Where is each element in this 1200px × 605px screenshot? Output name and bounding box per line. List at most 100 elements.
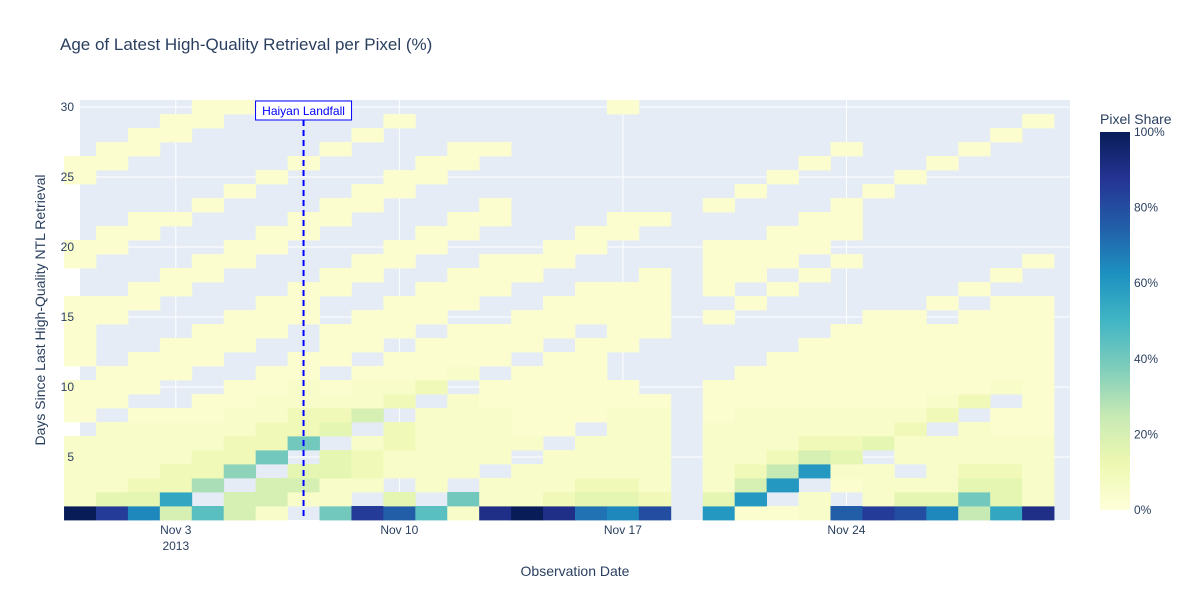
heatmap-cell <box>255 366 288 381</box>
heatmap-cell <box>766 254 799 269</box>
heatmap-cell <box>159 464 193 479</box>
heatmap-cell <box>862 352 895 367</box>
heatmap-cell <box>1022 394 1055 409</box>
heatmap-cell <box>191 464 225 479</box>
heatmap-cell <box>415 352 448 367</box>
heatmap-cell <box>447 352 480 367</box>
heatmap-cell <box>95 226 129 241</box>
heatmap-cell <box>702 408 736 423</box>
heatmap-cell <box>95 240 129 255</box>
heatmap-cell <box>127 142 161 157</box>
heatmap-cell <box>223 408 257 423</box>
heatmap-cell <box>766 380 799 395</box>
heatmap-cell <box>638 492 672 507</box>
heatmap-cell <box>351 380 384 395</box>
heatmap-cell <box>575 282 608 297</box>
heatmap-cell <box>638 282 672 297</box>
heatmap-cell <box>798 366 831 381</box>
heatmap-cell <box>1022 324 1055 339</box>
heatmap-cell <box>511 492 544 507</box>
heatmap-cell <box>127 436 161 451</box>
heatmap-cell <box>127 380 161 395</box>
heatmap-cell <box>958 352 991 367</box>
heatmap-cell <box>479 268 512 283</box>
heatmap-cell <box>830 436 863 451</box>
heatmap-cell <box>734 408 768 423</box>
heatmap-cell <box>702 492 736 507</box>
heatmap-cell <box>734 464 768 479</box>
heatmap-cell <box>479 408 512 423</box>
heatmap-cell <box>798 450 831 465</box>
heatmap-cell <box>990 450 1023 465</box>
heatmap-cell <box>543 366 576 381</box>
heatmap-cell <box>351 478 384 493</box>
chart-title: Age of Latest High-Quality Retrieval per… <box>60 35 432 54</box>
heatmap-cell <box>862 324 895 339</box>
heatmap-cell <box>159 492 193 507</box>
heatmap-cell <box>990 128 1023 143</box>
heatmap-cell <box>798 492 831 507</box>
heatmap-cell <box>255 408 288 423</box>
heatmap-cell <box>415 506 448 521</box>
heatmap-cell <box>64 324 97 339</box>
heatmap-cell <box>734 240 768 255</box>
heatmap-cell <box>862 464 895 479</box>
colorbar-tick-label: 40% <box>1134 352 1158 366</box>
heatmap-cell <box>127 464 161 479</box>
heatmap-cell <box>351 366 384 381</box>
heatmap-cell <box>223 310 257 325</box>
heatmap-cell <box>415 478 448 493</box>
heatmap-cell <box>191 422 225 437</box>
heatmap-cell <box>606 408 640 423</box>
heatmap-cell <box>926 506 959 521</box>
heatmap-cell <box>191 506 225 521</box>
heatmap-cell <box>159 422 193 437</box>
heatmap-cell <box>95 436 129 451</box>
heatmap-cell <box>415 422 448 437</box>
heatmap-cell <box>894 338 927 353</box>
heatmap-cell <box>159 352 193 367</box>
colorbar-tick-label: 60% <box>1134 276 1158 290</box>
heatmap-cell <box>575 240 608 255</box>
heatmap-cell <box>606 226 640 241</box>
x-axis-title: Observation Date <box>521 563 630 579</box>
heatmap-cell <box>95 464 129 479</box>
heatmap-cell <box>894 352 927 367</box>
heatmap-cell <box>127 366 161 381</box>
heatmap-cell <box>638 324 672 339</box>
heatmap-cell <box>319 408 352 423</box>
heatmap-cell <box>862 436 895 451</box>
heatmap-cell <box>287 310 320 325</box>
colorbar-ticks: 0% 20% 40% 60% 80% 100% <box>1134 125 1165 517</box>
heatmap-cell <box>223 254 257 269</box>
heatmap-cell <box>894 408 927 423</box>
heatmap-cell <box>798 352 831 367</box>
heatmap-cell <box>702 254 736 269</box>
heatmap-cell <box>511 254 544 269</box>
heatmap-cell <box>575 366 608 381</box>
heatmap-cell <box>734 436 768 451</box>
heatmap-cell <box>415 450 448 465</box>
heatmap-cell <box>383 380 416 395</box>
heatmap-cell <box>575 450 608 465</box>
heatmap-cell <box>255 240 288 255</box>
heatmap-cell <box>447 226 480 241</box>
heatmap-cell <box>479 506 512 521</box>
heatmap-cell <box>926 478 959 493</box>
heatmap-cell <box>383 394 416 409</box>
heatmap-cell <box>191 352 225 367</box>
heatmap-cell <box>830 324 863 339</box>
heatmap-cell <box>638 408 672 423</box>
heatmap-cell <box>830 478 863 493</box>
heatmap-cell <box>479 198 512 213</box>
heatmap-cell <box>447 506 480 521</box>
heatmap-cell <box>702 464 736 479</box>
heatmap-cell <box>223 240 257 255</box>
heatmap-cell <box>862 506 895 521</box>
heatmap-cell <box>95 394 129 409</box>
heatmap-cell <box>606 282 640 297</box>
heatmap-cell <box>64 408 97 423</box>
heatmap-cell <box>479 254 512 269</box>
heatmap-cell <box>127 212 161 227</box>
